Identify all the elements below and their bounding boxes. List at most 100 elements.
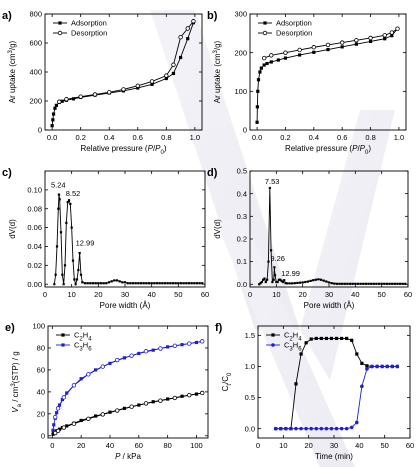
data-point xyxy=(276,280,279,284)
data-point xyxy=(335,282,338,285)
y-tick-label: 80 xyxy=(37,344,45,353)
x-tick-label: 10 xyxy=(279,441,287,450)
x-tick-label: 0.0 xyxy=(47,133,57,142)
data-point xyxy=(341,282,344,285)
data-point xyxy=(320,278,323,281)
data-point xyxy=(255,105,259,109)
data-point xyxy=(314,336,318,341)
chart-panel-c: 0 10 20 30 40 50 60 0.00 0.02 0.04 0.06 0.08 0.10 Por… xyxy=(2,167,209,310)
x-tick-label: 80 xyxy=(163,441,171,450)
data-point xyxy=(350,338,354,342)
data-point xyxy=(64,97,69,102)
data-point xyxy=(395,364,400,369)
series-desorption-1 xyxy=(261,26,400,61)
data-point xyxy=(259,282,262,285)
chart-panel-a: 0.0 0.2 0.4 0.6 0.8 1.0 0 200 400 600 800 Relative … xyxy=(2,10,203,156)
y-tick-label: 200 xyxy=(29,97,42,106)
data-point xyxy=(79,418,83,423)
x-axis-label: Pore width (Å) xyxy=(304,301,355,310)
data-point xyxy=(131,282,135,285)
data-point xyxy=(51,112,56,116)
y-tick-label: 0 xyxy=(38,126,42,135)
data-point xyxy=(57,193,61,196)
panel-label: f) xyxy=(215,322,223,334)
data-point xyxy=(150,82,154,86)
x-tick-label: 40 xyxy=(355,441,363,450)
y-axis-label: Va / cm3(STP) / g xyxy=(11,351,23,412)
data-point xyxy=(391,282,394,285)
data-point xyxy=(311,45,317,50)
x-tick-label: 10 xyxy=(67,290,75,299)
data-point xyxy=(273,266,276,269)
data-point xyxy=(59,231,63,234)
data-point xyxy=(139,282,143,285)
data-point xyxy=(375,364,379,369)
data-point xyxy=(66,201,69,204)
data-point xyxy=(50,124,54,128)
data-point xyxy=(77,268,80,272)
data-point xyxy=(100,412,105,417)
data-point xyxy=(67,199,71,202)
data-point xyxy=(393,282,396,285)
x-tick-label: 0.8 xyxy=(161,133,171,142)
data-point xyxy=(73,278,76,281)
data-point xyxy=(65,424,69,428)
y-tick-label: 0.04 xyxy=(27,242,42,251)
data-point xyxy=(201,282,204,285)
data-point xyxy=(53,283,56,286)
data-point xyxy=(114,408,120,413)
data-point xyxy=(364,282,367,285)
data-point xyxy=(53,414,58,420)
data-point xyxy=(52,423,56,427)
data-point xyxy=(271,280,274,284)
plot-frame xyxy=(47,325,209,439)
y-tick-label: 0 xyxy=(243,126,247,135)
x-tick-label: 1.0 xyxy=(190,133,200,142)
data-point xyxy=(309,337,313,341)
data-point xyxy=(348,282,352,285)
data-point xyxy=(61,425,67,430)
x-axis-label: Time (min) xyxy=(315,452,353,461)
y-axis-label: dV(d) xyxy=(213,219,222,239)
data-point xyxy=(383,37,387,41)
data-point xyxy=(360,384,364,389)
data-point xyxy=(298,281,302,284)
y-tick-label: 0.3 xyxy=(237,212,247,221)
data-point xyxy=(395,26,400,31)
data-point xyxy=(195,282,199,285)
data-point xyxy=(283,50,288,55)
data-point xyxy=(86,282,89,285)
data-point xyxy=(265,61,269,66)
data-point xyxy=(78,94,83,99)
y-axis-label: dV(d) xyxy=(8,219,17,239)
data-point xyxy=(185,26,190,31)
data-point xyxy=(256,78,261,82)
data-point xyxy=(145,282,148,285)
data-point xyxy=(260,280,263,284)
x-tick-label: 60 xyxy=(406,441,414,450)
series-line xyxy=(54,340,203,418)
y-tick-label: 0.5 xyxy=(237,167,247,176)
legend-marker xyxy=(57,30,63,36)
x-tick-label: 30 xyxy=(325,290,333,299)
data-point xyxy=(343,282,346,285)
data-point xyxy=(329,336,334,341)
data-point xyxy=(65,221,68,224)
y-tick-label: 100 xyxy=(234,87,247,96)
series-line xyxy=(256,28,398,123)
data-point xyxy=(269,53,274,58)
x-axis-label: Pore width (Å) xyxy=(100,301,151,310)
y-tick-label: 40 xyxy=(37,387,45,396)
data-point xyxy=(134,282,137,285)
x-tick-label: 20 xyxy=(77,441,85,450)
data-point xyxy=(266,278,269,281)
x-tick-label: 40 xyxy=(147,290,155,299)
y-axis-label: Ar uptake (cm3/g) xyxy=(213,40,222,103)
data-point xyxy=(390,364,395,369)
data-point xyxy=(312,279,315,282)
data-point xyxy=(100,364,105,369)
data-point xyxy=(177,282,180,285)
y-axis-label: Ar uptake (cm3/g) xyxy=(8,40,17,103)
data-point xyxy=(83,282,87,285)
